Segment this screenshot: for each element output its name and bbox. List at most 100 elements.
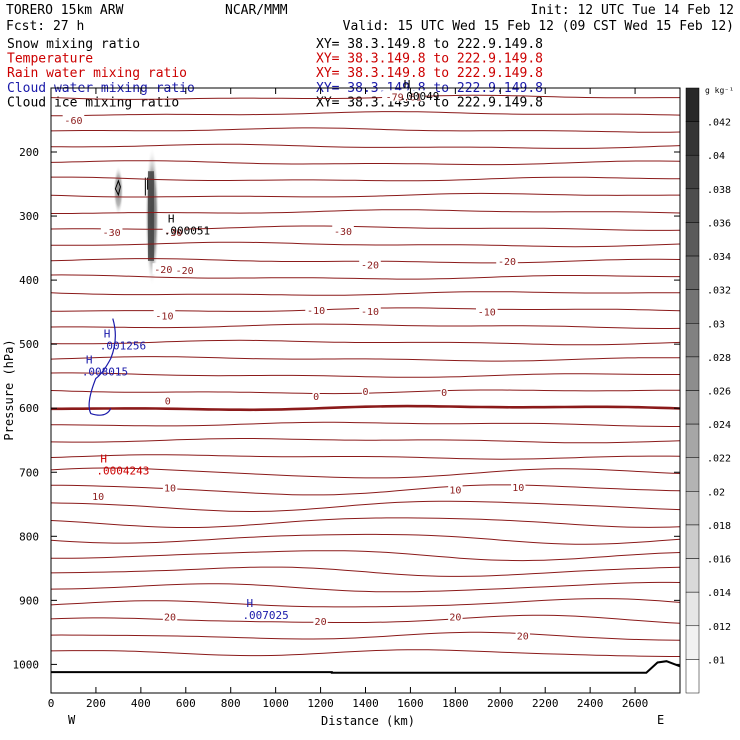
maximum-marker: H — [86, 353, 93, 366]
contour-label-bg — [90, 489, 106, 501]
x-tick-label: 200 — [86, 697, 106, 710]
temperature-contour — [51, 143, 681, 149]
contour-label-bg — [511, 480, 526, 492]
legend-xy: XY= 38.3.149.8 to 222.9.149.8 — [316, 37, 543, 52]
contour-label-bg — [152, 263, 175, 275]
contour-label-bg — [173, 263, 196, 275]
temperature-contour — [51, 209, 681, 214]
contour-label-bg — [476, 305, 498, 317]
temperature-contour-label: 0 — [165, 397, 171, 408]
temperature-contour — [50, 356, 681, 362]
colorbar-label: .026 — [707, 387, 731, 398]
temperature-contour-label: 20 — [315, 617, 327, 628]
x-tick-label: 2400 — [577, 697, 604, 710]
temperature-contour-label: 20 — [517, 632, 529, 643]
colorbar-segment — [685, 154, 700, 190]
temperature-contour — [50, 241, 681, 248]
contour-label-bg — [312, 390, 320, 402]
snow-core — [147, 171, 154, 261]
temperature-contour — [50, 127, 681, 133]
x-tick-label: 800 — [221, 697, 241, 710]
x-tick-label: 0 — [48, 697, 55, 710]
colorbar-label: .04 — [707, 151, 725, 162]
y-tick-label: 500 — [19, 338, 39, 351]
maximum-value: .000051 — [164, 224, 210, 237]
maximum-marker: H — [168, 212, 175, 225]
ice-contour — [114, 179, 121, 197]
maximum-value: .0004243 — [96, 465, 149, 478]
colorbar-segment — [685, 524, 700, 559]
temperature-contour — [50, 598, 681, 608]
legend-xy: XY= 38.3.149.8 to 222.9.149.8 — [316, 95, 543, 110]
y-tick-label: 400 — [19, 274, 39, 287]
contour-label-bg — [359, 258, 381, 270]
y-tick-label: 200 — [19, 146, 39, 159]
colorbar-label: .018 — [707, 521, 731, 532]
legend-xy: XY= 38.3.149.8 to 222.9.149.8 — [316, 52, 543, 67]
maximum-marker: H — [246, 597, 253, 610]
temperature-contour-label: -20 — [361, 261, 379, 272]
y-axis-label: Pressure (hPa) — [2, 339, 16, 440]
x-tick-label: 2200 — [532, 697, 559, 710]
colorbar-segment — [685, 625, 700, 660]
temperature-contour-label: 0 — [441, 388, 447, 399]
temperature-contour — [50, 291, 680, 296]
colorbar-label: .034 — [707, 252, 731, 263]
x-tick-label: 1200 — [307, 697, 334, 710]
y-tick-label: 1000 — [13, 658, 40, 671]
temperature-contour-label: -10 — [307, 306, 325, 317]
maximum-marker: H — [104, 328, 111, 341]
contour-label-bg — [313, 614, 328, 626]
temperature-contour-label: -60 — [64, 116, 82, 127]
temperature-contour — [50, 566, 681, 577]
contour-label-bg — [382, 90, 426, 102]
legend-name: Cloud ice mixing ratio — [7, 95, 179, 110]
temperature-contour — [50, 192, 680, 198]
snow-shading — [113, 165, 124, 216]
temperature-contour — [50, 467, 681, 479]
colorbar-segment — [685, 222, 700, 257]
east-label: E — [657, 713, 664, 727]
colorbar-label: .032 — [707, 286, 731, 297]
contour-label-bg — [153, 309, 176, 321]
model-title: TORERO 15km ARW — [6, 3, 124, 18]
y-tick-label: 300 — [19, 210, 39, 223]
temperature-contour — [51, 176, 680, 182]
temperature-contour-label: -10 — [478, 307, 496, 318]
temperature-contour — [50, 631, 681, 641]
colorbar-segment — [685, 659, 700, 694]
west-label: W — [68, 713, 76, 727]
temperature-contour-label: -30 — [103, 228, 121, 239]
valid-time: Valid: 15 UTC Wed 15 Feb 12 (09 CST Wed … — [343, 19, 734, 34]
colorbar-segment — [685, 323, 700, 358]
contour-label-bg — [440, 386, 448, 398]
x-axis-label: Distance (km) — [321, 714, 415, 728]
contour-label-bg — [162, 226, 185, 238]
temperature-contour — [50, 160, 681, 166]
colorbar-label: .02 — [707, 487, 725, 498]
temperature-contour — [50, 339, 681, 346]
maximum-marker: H — [100, 453, 107, 466]
colorbar-label: .014 — [707, 588, 731, 599]
contour-label-bg — [100, 226, 123, 238]
cloud-water-contour — [88, 318, 116, 416]
temperature-contour — [50, 454, 681, 460]
colorbar-label: .01 — [707, 655, 725, 666]
colorbar-label: .038 — [707, 185, 731, 196]
colorbar-segment — [685, 558, 700, 593]
contour-label-bg — [162, 610, 178, 622]
colorbar-segment — [685, 491, 700, 526]
y-tick-label: 900 — [19, 594, 39, 607]
temperature-contour — [50, 581, 681, 593]
temperature-contour — [50, 533, 681, 545]
temperature-contour-label: 20 — [164, 612, 176, 623]
colorbar-segment — [685, 121, 700, 156]
temperature-contour-label: 10 — [92, 492, 104, 503]
contour-label-bg — [332, 224, 354, 236]
contour-label-bg — [359, 304, 381, 316]
x-tick-label: 1800 — [442, 697, 469, 710]
temperature-contour — [51, 421, 680, 427]
maximum-marker: H — [404, 78, 411, 91]
temperature-contour — [50, 484, 681, 496]
